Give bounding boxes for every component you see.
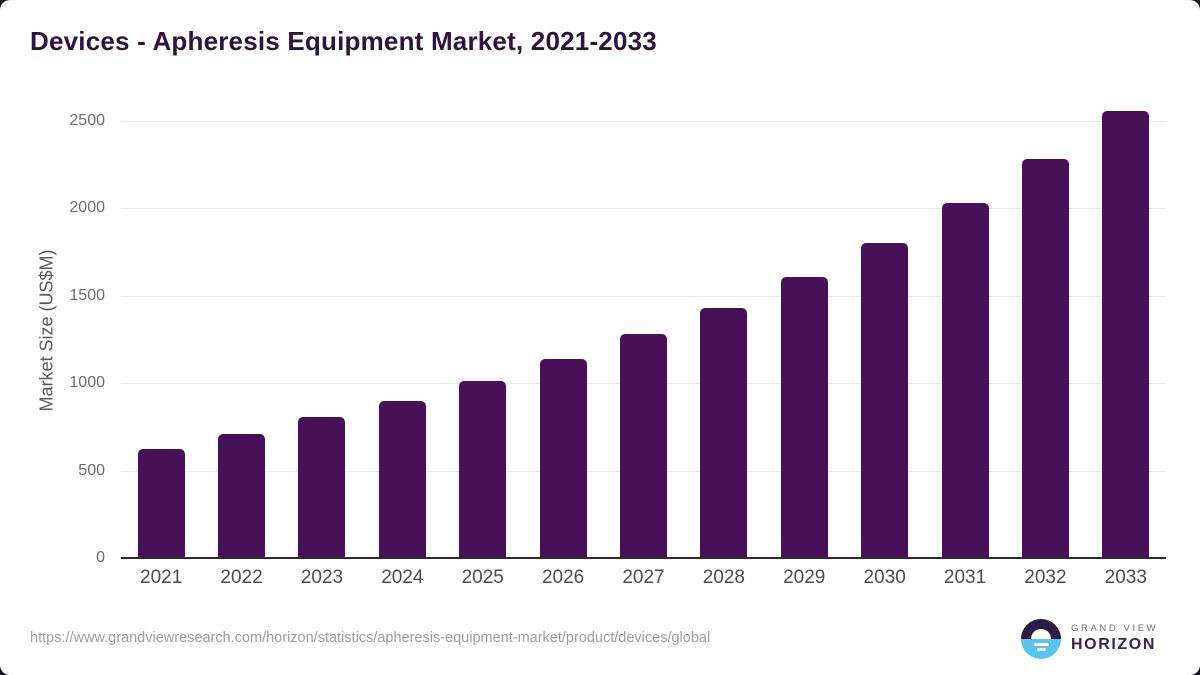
y-tick-label-1000: 1000 xyxy=(69,374,105,392)
logo-wave-line xyxy=(1033,643,1049,646)
horizon-sun-icon xyxy=(1021,619,1061,659)
chart-title: Devices - Apheresis Equipment Market, 20… xyxy=(30,26,657,56)
logo-sun-dome xyxy=(1031,629,1051,639)
y-tick-label-2500: 2500 xyxy=(69,112,105,129)
x-tick-label-2032: 2032 xyxy=(1024,567,1067,588)
bar-2022[interactable] xyxy=(218,433,266,558)
bar-2028[interactable] xyxy=(700,308,748,558)
bar-2023[interactable] xyxy=(298,417,346,558)
y-axis-label: Market Size (US$M) xyxy=(36,249,57,412)
x-tick-label-2026: 2026 xyxy=(541,567,585,588)
bar-2030[interactable] xyxy=(861,242,909,558)
bar-2025[interactable] xyxy=(459,381,507,558)
x-tick-label-2028: 2028 xyxy=(702,567,746,588)
bar-2021[interactable] xyxy=(137,448,185,558)
x-tick-label-2033: 2033 xyxy=(1104,567,1147,588)
y-tick-label-2000: 2000 xyxy=(69,199,105,217)
x-tick-label-2021: 2021 xyxy=(140,567,183,588)
bar-2024[interactable] xyxy=(378,400,426,558)
bar-2026[interactable] xyxy=(539,358,587,558)
bar-2031[interactable] xyxy=(941,203,989,558)
bar-2033[interactable] xyxy=(1102,111,1150,558)
gridline-1500 xyxy=(121,295,1166,297)
logo-wave-line xyxy=(1036,647,1046,651)
plot-area xyxy=(121,111,1166,558)
brand-logo: GRAND VIEW HORIZON xyxy=(1021,619,1158,659)
bar-2032[interactable] xyxy=(1021,159,1069,558)
bar-2027[interactable] xyxy=(620,334,667,558)
brand-name-bottom: HORIZON xyxy=(1071,635,1156,653)
brand-name-top: GRAND VIEW xyxy=(1071,623,1159,635)
x-tick-label-2029: 2029 xyxy=(783,567,826,588)
x-tick-label-2025: 2025 xyxy=(461,567,504,588)
x-tick-label-2022: 2022 xyxy=(220,567,263,588)
y-tick-label-500: 500 xyxy=(78,461,105,479)
brand-wordmark: GRAND VIEW HORIZON xyxy=(1071,623,1158,655)
y-tick-label-1500: 1500 xyxy=(69,286,105,304)
x-tick-label-2027: 2027 xyxy=(622,567,665,588)
x-tick-label-2023: 2023 xyxy=(300,567,344,588)
y-tick-label-0: 0 xyxy=(96,549,105,566)
bar-2029[interactable] xyxy=(780,276,828,558)
x-axis-line xyxy=(121,557,1166,559)
x-tick-label-2030: 2030 xyxy=(863,567,906,588)
x-tick-label-2024: 2024 xyxy=(381,567,424,588)
x-tick-label-2031: 2031 xyxy=(943,567,987,588)
gridline-2000 xyxy=(121,208,1166,210)
source-url-link[interactable]: https://www.grandviewresearch.com/horizo… xyxy=(30,630,711,646)
gridline-2500 xyxy=(121,121,1166,122)
